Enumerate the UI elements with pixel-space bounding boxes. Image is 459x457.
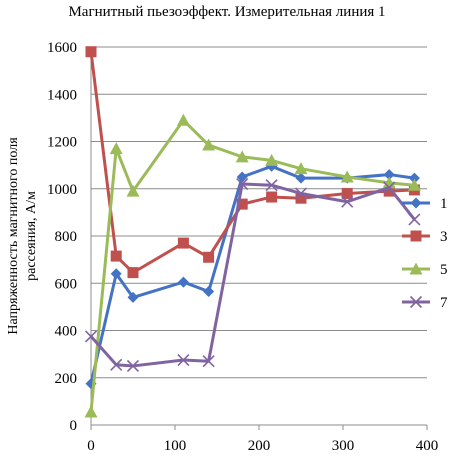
series-5-point-2 xyxy=(126,184,140,197)
series-3-point-8 xyxy=(341,187,353,199)
legend-marker-1 xyxy=(410,197,422,209)
series-1-point-1 xyxy=(110,268,122,280)
y-axis-label: Напряженность магнитного поля рассеяния, … xyxy=(6,137,39,335)
series-7-point-6 xyxy=(265,179,278,192)
legend-label-1: 1 xyxy=(440,196,448,212)
series-line-3 xyxy=(89,51,415,275)
series-1-point-4 xyxy=(203,286,215,298)
legend: 1 3 5 7 xyxy=(402,196,448,311)
series-7-point-4 xyxy=(202,355,215,368)
series-5 xyxy=(84,113,421,418)
y-axis-label-line-2: рассеяния, А/м xyxy=(24,191,39,281)
y-tick-labels: 0 200 400 600 800 1000 1200 1400 1600 xyxy=(47,40,77,434)
legend-marker-3 xyxy=(410,230,422,242)
series-5-point-6 xyxy=(265,153,279,166)
x-tick-0: 0 xyxy=(87,438,95,454)
series-line-5 xyxy=(89,118,415,413)
series-5-point-0 xyxy=(84,405,98,418)
chart-title: Магнитный пьезоэффект. Измерительная лин… xyxy=(68,4,385,20)
y-tick-800: 800 xyxy=(55,229,78,245)
series-7-point-3 xyxy=(177,353,190,367)
series-line-7 xyxy=(89,182,416,368)
series-3-point-0 xyxy=(85,46,97,58)
series-5-point-4 xyxy=(202,138,216,151)
y-axis-label-line-1: Напряженность магнитного поля xyxy=(6,137,21,335)
legend-marker-5 xyxy=(409,262,423,275)
series-3-point-1 xyxy=(110,250,122,262)
series-3-point-4 xyxy=(203,251,215,263)
series-3 xyxy=(85,46,420,279)
y-tick-1200: 1200 xyxy=(47,135,77,151)
y-tick-1000: 1000 xyxy=(47,182,77,198)
legend-marker-7 xyxy=(409,295,423,309)
series-7-point-9 xyxy=(383,181,396,194)
legend-item-1: 1 xyxy=(402,196,448,212)
series-line-1 xyxy=(89,164,415,384)
y-tick-0: 0 xyxy=(70,418,78,434)
series-7-point-10 xyxy=(408,213,421,226)
series-7-point-1 xyxy=(110,358,123,371)
series-5-point-5 xyxy=(235,150,249,163)
y-tick-600: 600 xyxy=(55,276,78,292)
series-1-point-3 xyxy=(177,276,189,288)
y-tick-400: 400 xyxy=(55,324,78,340)
y-tick-200: 200 xyxy=(55,371,78,387)
series-7-point-8 xyxy=(341,195,354,208)
legend-item-7: 7 xyxy=(402,295,448,311)
series-group xyxy=(84,46,421,418)
x-tick-400: 400 xyxy=(416,438,439,454)
x-tick-200: 200 xyxy=(248,438,271,454)
series-1-point-5 xyxy=(236,171,248,183)
series-5-point-3 xyxy=(176,113,190,126)
series-7-point-5 xyxy=(236,177,249,191)
axes xyxy=(90,47,428,430)
series-1-point-2 xyxy=(127,291,139,303)
series-3-point-6 xyxy=(266,191,278,203)
series-5-point-7 xyxy=(294,162,308,175)
series-3-point-5 xyxy=(236,198,248,210)
series-7 xyxy=(84,177,421,373)
series-7-point-0 xyxy=(84,330,98,343)
legend-item-3: 3 xyxy=(402,229,448,245)
series-3-point-2 xyxy=(127,267,139,279)
legend-label-7: 7 xyxy=(440,295,448,311)
series-5-point-10 xyxy=(407,178,421,191)
x-tick-100: 100 xyxy=(164,438,187,454)
y-tick-1600: 1600 xyxy=(47,40,77,56)
y-tick-1400: 1400 xyxy=(47,87,77,103)
series-1-point-10 xyxy=(408,172,420,184)
legend-label-5: 5 xyxy=(440,262,448,278)
series-7-point-2 xyxy=(126,359,140,373)
x-tick-labels: 0 100 200 300 400 xyxy=(87,438,438,454)
series-1-point-9 xyxy=(383,169,395,181)
series-1-point-7 xyxy=(295,172,307,184)
legend-label-3: 3 xyxy=(440,229,448,245)
gridlines xyxy=(91,46,427,379)
series-7-point-7 xyxy=(294,187,308,200)
legend-item-5: 5 xyxy=(402,262,448,278)
x-tick-300: 300 xyxy=(332,438,355,454)
series-3-point-3 xyxy=(177,237,189,249)
series-5-point-1 xyxy=(109,142,123,155)
series-5-point-8 xyxy=(340,170,354,183)
series-3-point-7 xyxy=(295,192,307,204)
series-3-point-9 xyxy=(383,185,395,197)
